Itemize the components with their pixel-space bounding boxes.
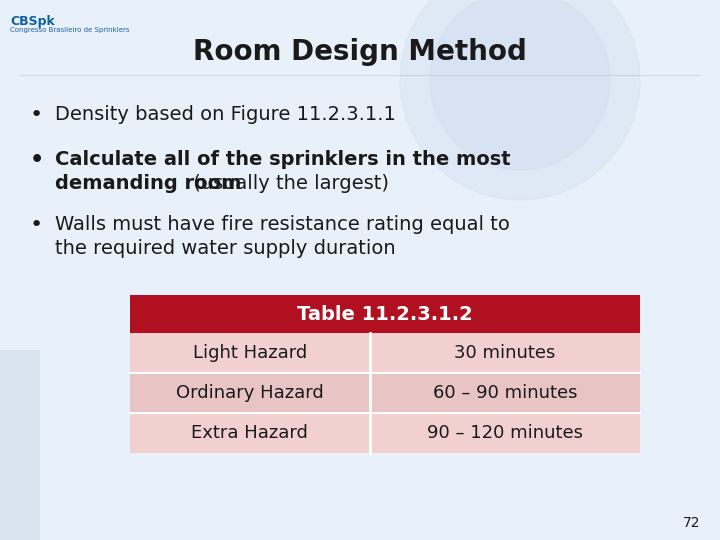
Text: CBSpk: CBSpk (10, 15, 55, 28)
Bar (130, 333, 640, 373)
Text: 72: 72 (683, 516, 700, 530)
Text: Ordinary Hazard: Ordinary Hazard (176, 384, 324, 402)
Circle shape (430, 0, 610, 170)
Text: 30 minutes: 30 minutes (454, 344, 556, 362)
Text: Density based on Figure 11.2.3.1.1: Density based on Figure 11.2.3.1.1 (55, 105, 396, 124)
Bar (130, 295, 640, 333)
Text: 60 – 90 minutes: 60 – 90 minutes (433, 384, 577, 402)
Text: Congresso Brasileiro de Sprinklers: Congresso Brasileiro de Sprinklers (10, 27, 130, 33)
Text: •: • (30, 215, 43, 235)
Text: the required water supply duration: the required water supply duration (55, 239, 395, 258)
Text: Table 11.2.3.1.2: Table 11.2.3.1.2 (297, 305, 473, 323)
Bar (130, 413, 640, 453)
Text: demanding room: demanding room (55, 174, 241, 193)
Text: Extra Hazard: Extra Hazard (192, 424, 308, 442)
Text: Light Hazard: Light Hazard (193, 344, 307, 362)
Bar (0, 350, 40, 540)
Circle shape (400, 0, 640, 200)
Text: 90 – 120 minutes: 90 – 120 minutes (427, 424, 583, 442)
Text: Room Design Method: Room Design Method (193, 38, 527, 66)
Text: Calculate all of the sprinklers in the most: Calculate all of the sprinklers in the m… (55, 150, 510, 169)
Text: (usually the largest): (usually the largest) (187, 174, 389, 193)
Text: •: • (30, 150, 44, 170)
Bar (130, 373, 640, 413)
Text: •: • (30, 105, 43, 125)
Text: Walls must have fire resistance rating equal to: Walls must have fire resistance rating e… (55, 215, 510, 234)
